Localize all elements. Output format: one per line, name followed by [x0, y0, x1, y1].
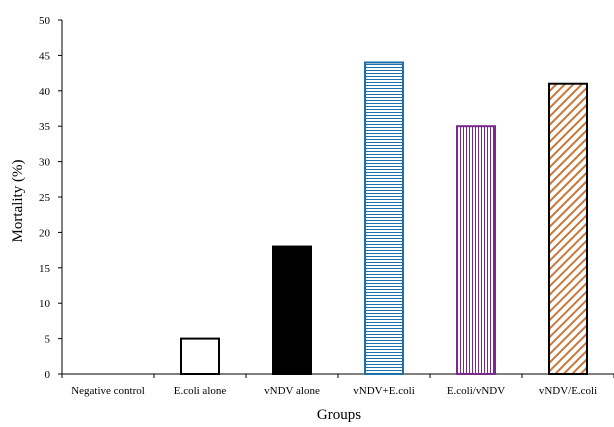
y-tick-label: 5 — [45, 334, 51, 346]
x-tick-label: E.coli alone — [174, 385, 227, 397]
y-tick-label: 0 — [45, 369, 51, 381]
x-axis-title: Groups — [317, 407, 361, 423]
y-tick-label: 25 — [39, 192, 51, 204]
x-tick-label: vNDV+E.coli — [353, 385, 415, 397]
y-tick-label: 50 — [39, 15, 51, 27]
bars — [180, 61, 588, 376]
y-axis-title: Mortality (%) — [10, 160, 26, 243]
x-axis: Negative control E.coli alone vNDV alone vN… — [61, 373, 614, 397]
x-tick-label: vNDV/E.coli — [539, 385, 597, 397]
bar — [548, 82, 588, 375]
y-tick-label: 15 — [39, 263, 51, 275]
bar — [364, 61, 404, 375]
bar — [456, 125, 496, 375]
x-tick-label: vNDV alone — [264, 385, 320, 397]
y-axis: 0 5 10 15 20 25 30 35 40 45 50 — [39, 15, 63, 381]
bar — [180, 337, 220, 376]
x-tick-label: E.coli/vNDV — [447, 385, 505, 397]
bar — [272, 245, 312, 375]
y-tick-label: 20 — [39, 227, 51, 239]
y-tick-label: 45 — [39, 50, 51, 62]
y-tick-label: 30 — [39, 157, 51, 169]
x-tick-label: Negative control — [71, 385, 145, 397]
y-tick-label: 10 — [39, 298, 51, 310]
y-tick-label: 40 — [39, 86, 51, 98]
y-tick-label: 35 — [39, 121, 51, 133]
